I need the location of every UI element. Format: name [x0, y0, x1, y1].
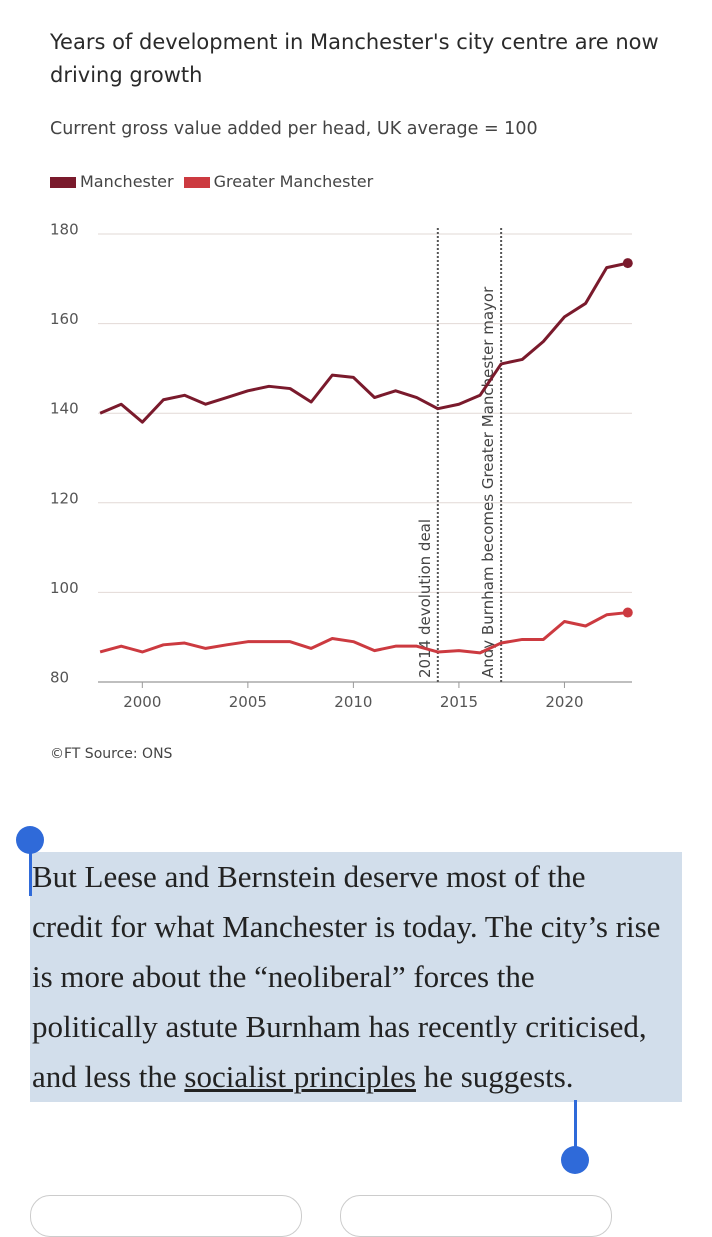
chart-subtitle: Current gross value added per head, UK a… [50, 119, 538, 139]
text: But Leese and Bernstein deserve most of … [32, 859, 661, 1094]
y-tick-label: 180 [50, 221, 79, 239]
legend-label: Manchester [80, 172, 174, 191]
y-tick-label: 100 [50, 579, 79, 597]
legend-label: Greater Manchester [213, 172, 374, 191]
annotation-text: Andy Burnham becomes Greater Manchester … [479, 286, 497, 678]
series-line [99, 611, 628, 655]
page: 80 100 120 140 160 180 2000 2005 2010 2015 2020 201… [16, 30, 682, 1237]
selection-caret [574, 1100, 577, 1150]
x-tick-label: 2020 [545, 693, 583, 711]
x-tick-label: 2010 [334, 693, 372, 711]
chart-title: Years of development in Manchester's cit… [50, 30, 659, 87]
link[interactable]: socialist principles [184, 1059, 416, 1094]
y-tick-label: 80 [50, 669, 69, 687]
x-tick-label: 2005 [229, 693, 267, 711]
x-tick-label: 2000 [123, 693, 161, 711]
button[interactable] [340, 1195, 612, 1237]
button[interactable] [30, 1195, 302, 1237]
legend: Manchester Greater Manchester [50, 172, 373, 191]
source: ©FT Source: ONS [50, 746, 173, 762]
end-point [622, 607, 633, 618]
end-point [622, 258, 633, 269]
article-paragraph: But Leese and Bernstein deserve most of … [30, 852, 682, 1102]
legend-item: Manchester [50, 172, 174, 191]
series-line [99, 261, 629, 424]
y-tick-label: 160 [50, 310, 79, 328]
x-tick-label: 2015 [440, 693, 478, 711]
selection-handle[interactable] [561, 1146, 589, 1174]
text: he suggests. [415, 1059, 574, 1094]
selection-caret [29, 846, 32, 896]
y-tick-label: 140 [50, 400, 79, 418]
legend-swatch [183, 177, 210, 188]
chart: 80 100 120 140 160 180 2000 2005 2010 2015 2020 201… [50, 221, 633, 711]
legend-item: Greater Manchester [183, 172, 374, 191]
annotation-text: 2014 devolution deal [416, 519, 434, 678]
y-tick-label: 120 [50, 489, 79, 507]
legend-swatch [50, 177, 76, 188]
